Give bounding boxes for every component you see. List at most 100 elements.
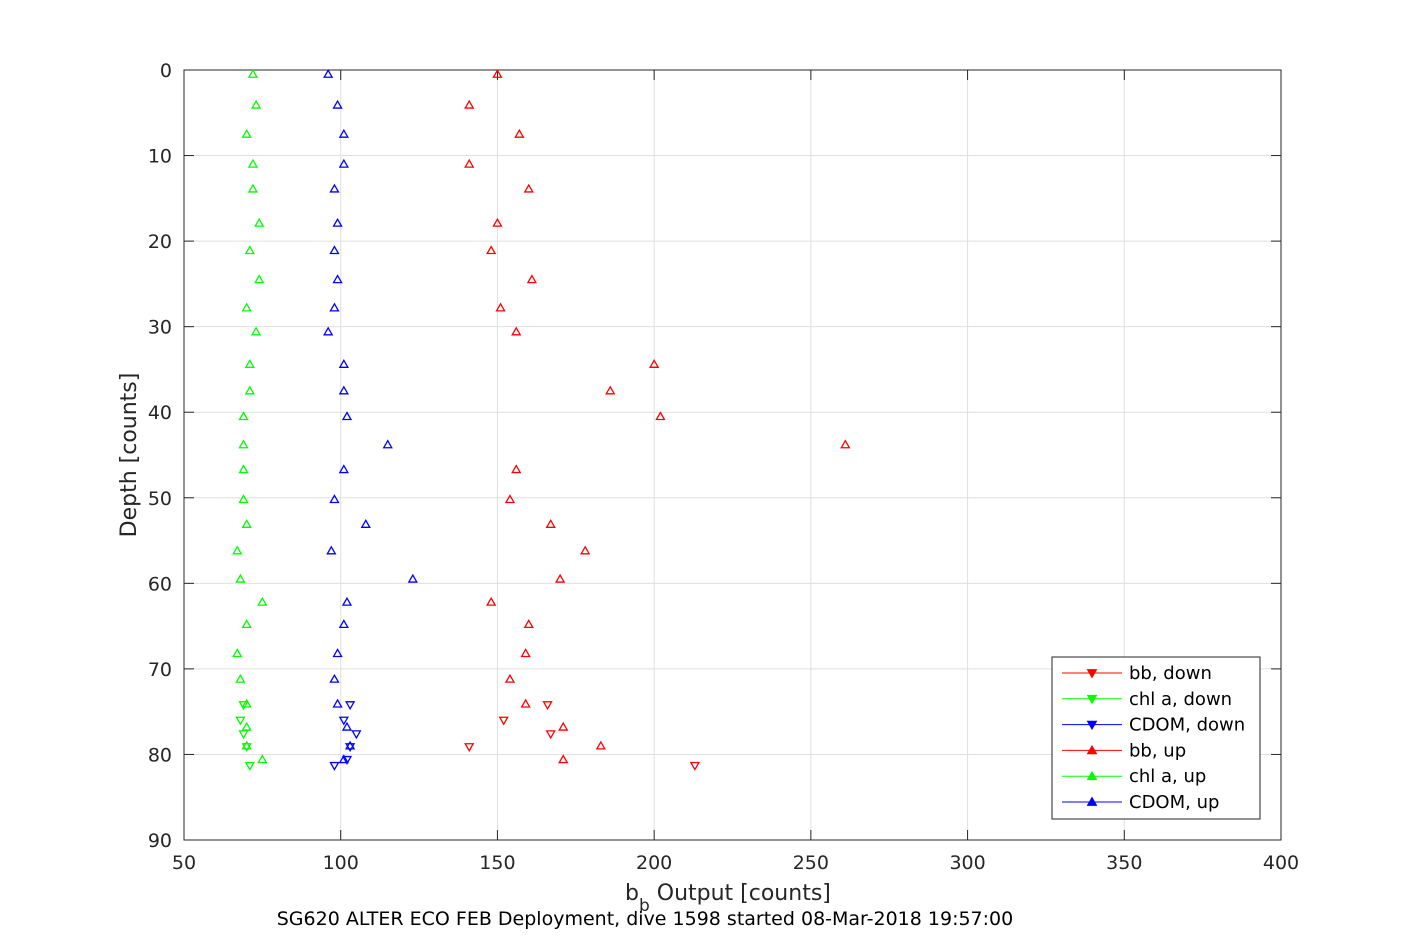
bb-up-marker: [486, 596, 497, 606]
bb-up-marker: [504, 494, 516, 504]
legend-label-cdom-down: CDOM, down: [1129, 715, 1245, 736]
cdom-up-marker: [344, 740, 356, 750]
cdom-up-marker: [341, 596, 353, 606]
cdom-up-marker: [338, 385, 349, 395]
cdom-down-marker: [338, 716, 349, 726]
bb-down-marker: [464, 743, 475, 753]
legend-box: [1051, 656, 1261, 820]
bb-up-marker: [523, 183, 534, 193]
y-tick-label: 0: [160, 60, 172, 82]
chl-a-up-marker: [241, 698, 252, 708]
cdom-up-marker: [332, 217, 343, 227]
y-tick-label: 90: [148, 830, 172, 852]
chl-a-down-marker: [238, 701, 249, 711]
x-axis-label-rest: Output [counts]: [650, 881, 831, 906]
cdom-up-marker: [341, 721, 353, 731]
chl-a-up-marker: [232, 545, 243, 555]
legend-marker-bb-down: [1086, 669, 1098, 679]
axis-ticks: 50 100 150 200 250 300 350 400 0 10 20 30 40 50 60 70 80…: [148, 60, 1299, 874]
bb-up-marker: [464, 99, 475, 109]
bb-down-marker: [498, 716, 509, 726]
cdom-up-marker: [338, 464, 349, 474]
chl-a-down-marker: [235, 716, 246, 726]
chl-a-up-marker: [241, 740, 252, 750]
chl-a-up-marker: [241, 619, 252, 629]
bb-up-marker: [511, 464, 522, 474]
chl-a-up-marker: [238, 494, 249, 504]
legend-label-chl-a-down: chl a, down: [1129, 689, 1232, 710]
chl-a-down-marker: [244, 761, 255, 771]
cdom-down-marker: [344, 701, 356, 711]
y-axis-label: Depth [counts]: [117, 373, 142, 538]
bb-up-marker: [655, 411, 666, 421]
x-tick-label: 300: [949, 852, 985, 874]
cdom-down-marker: [329, 761, 340, 771]
cdom-up-marker: [329, 494, 340, 504]
bb-up-marker: [495, 302, 506, 312]
bb-down-marker: [542, 701, 553, 711]
bb-up-marker: [523, 619, 534, 629]
bb-up-marker: [464, 158, 475, 168]
cdom-up-marker: [323, 68, 334, 78]
cdom-up-marker: [332, 99, 343, 109]
chl-a-up-marker: [235, 573, 246, 583]
chl-a-up-marker: [241, 128, 252, 138]
y-tick-label: 70: [148, 659, 172, 681]
cdom-up-marker: [329, 183, 340, 193]
chl-a-up-marker: [238, 439, 249, 449]
chl-a-up-marker: [250, 99, 262, 109]
bb-up-marker: [554, 573, 566, 583]
cdom-up-marker: [332, 648, 343, 658]
chl-a-up-marker: [244, 385, 255, 395]
bb-up-marker: [580, 545, 591, 555]
bb-down-marker: [545, 730, 556, 740]
x-tick-label: 150: [479, 852, 515, 874]
chl-a-up-marker: [238, 464, 249, 474]
y-tick-label: 60: [148, 573, 172, 595]
x-axis-label-subscript: b: [639, 896, 650, 916]
chl-a-up-marker: [257, 596, 268, 606]
cdom-up-marker: [338, 619, 349, 629]
cdom-up-marker: [338, 158, 349, 168]
chl-a-down-marker: [238, 730, 249, 740]
cdom-up-marker: [382, 439, 393, 449]
chl-a-up-marker: [235, 673, 246, 683]
legend-marker-cdom-down: [1086, 720, 1098, 731]
plot-frame: [183, 69, 1282, 841]
chl-a-up-marker: [241, 721, 252, 731]
chl-a-up-marker: [254, 274, 265, 284]
cdom-down-marker: [351, 730, 362, 740]
x-tick-label: 400: [1263, 852, 1299, 874]
x-tick-label: 100: [323, 852, 359, 874]
cdom-down-marker: [344, 743, 356, 753]
cdom-up-marker: [341, 411, 353, 421]
legend-label-chl-a-up: chl a, up: [1129, 766, 1206, 787]
bb-up-marker: [595, 740, 606, 750]
y-tick-label: 50: [148, 488, 172, 510]
y-tick-label: 20: [148, 231, 172, 253]
legend-marker-chl-a-down: [1086, 694, 1098, 705]
cdom-up-marker: [338, 359, 349, 368]
chl-a-down-marker: [241, 743, 252, 753]
bb-up-marker: [486, 245, 497, 255]
chl-a-up-marker: [247, 68, 259, 78]
chl-a-up-marker: [257, 754, 268, 764]
cdom-up-marker: [323, 326, 334, 336]
bb-up-marker: [504, 673, 516, 683]
chl-a-up-marker: [241, 302, 252, 312]
chl-a-up-marker: [241, 518, 252, 528]
x-tick-label: 250: [793, 852, 829, 874]
chl-a-up-marker: [247, 183, 259, 193]
bb-up-marker: [840, 439, 851, 449]
cdom-up-marker: [326, 545, 337, 555]
x-axis-label-main: b: [625, 881, 639, 906]
cdom-up-marker: [338, 128, 349, 138]
cdom-up-marker: [360, 518, 371, 528]
chl-a-up-marker: [238, 411, 249, 421]
cdom-up-marker: [332, 698, 343, 708]
y-tick-label: 30: [148, 317, 172, 339]
bb-up-marker: [558, 754, 569, 764]
legend: bb, down chl a, down CDOM, down bb, up chl a…: [1051, 656, 1261, 820]
bb-up-marker: [545, 518, 556, 528]
